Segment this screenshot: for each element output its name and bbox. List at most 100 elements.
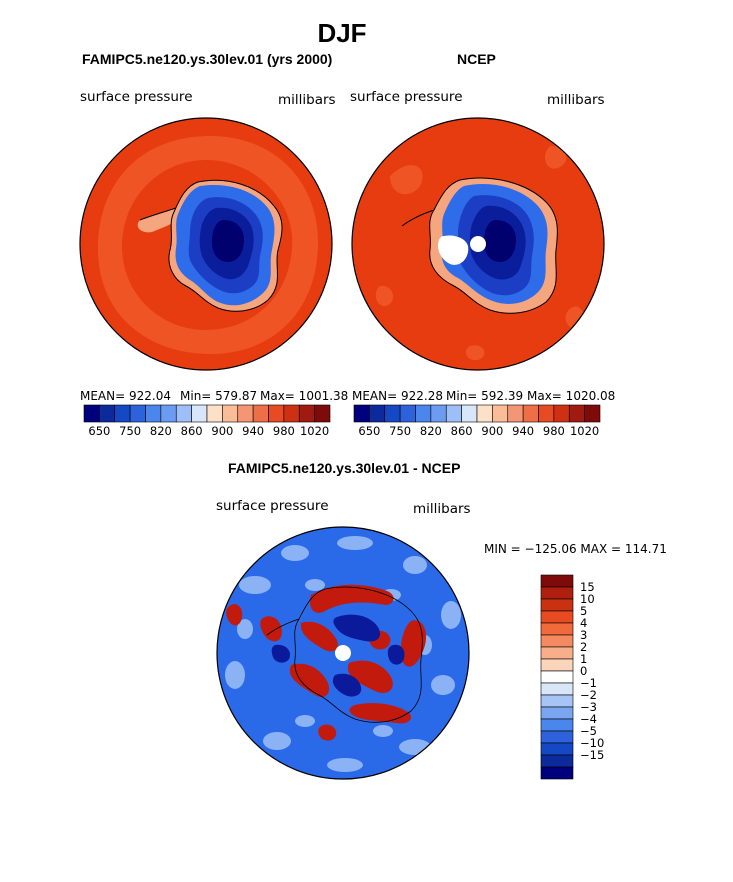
colorbar-swatch: [430, 404, 447, 423]
colorbar-swatch: [540, 646, 574, 660]
colorbar-swatch: [237, 404, 254, 423]
colorbar-swatch: [522, 404, 539, 423]
panel-2-mean: MEAN= 922.28: [352, 389, 443, 403]
panel-2-coastline: [401, 177, 558, 314]
panel-2-colorbar: [353, 404, 601, 423]
panel-3-polar-map: [216, 526, 470, 780]
colorbar-swatch: [476, 404, 493, 423]
panel-3-colorbar: [540, 574, 574, 780]
panel-2-masked-region: [438, 235, 469, 265]
colorbar-tick-label: 15: [580, 580, 595, 594]
panel-2-ice-core: [484, 220, 516, 262]
colorbar-swatch: [540, 718, 574, 732]
colorbar-tick-label: 1: [580, 652, 588, 666]
panel-1-units-label: millibars: [278, 92, 336, 108]
panel-3-minmax: MIN = −125.06 MAX = 114.71: [484, 542, 667, 556]
colorbar-swatch: [114, 404, 131, 423]
panel-1-variable-label: surface pressure: [80, 89, 193, 105]
panel-2-polar-map: [351, 117, 605, 371]
colorbar-swatch: [384, 404, 401, 423]
colorbar-tick-label: 980: [272, 424, 295, 438]
colorbar-tick-label: 900: [481, 424, 504, 438]
panel-3-light-blue-blobs: [225, 536, 461, 772]
colorbar-swatch: [160, 404, 177, 423]
colorbar-tick-label: 650: [88, 424, 111, 438]
colorbar-swatch: [129, 404, 146, 423]
colorbar-swatch: [461, 404, 478, 423]
colorbar-swatch: [399, 404, 416, 423]
colorbar-swatch: [584, 404, 601, 423]
colorbar-tick-label: 1020: [299, 424, 330, 438]
panel-1-title: FAMIPC5.ne120.ys.30lev.01 (yrs 2000): [82, 51, 333, 67]
panel-1-min: Min= 579.87: [180, 389, 258, 403]
colorbar-tick-label: 3: [580, 628, 588, 642]
colorbar-swatch: [568, 404, 585, 423]
colorbar-tick-label: 860: [450, 424, 473, 438]
colorbar-swatch: [540, 610, 574, 624]
colorbar-tick-label: −5: [580, 724, 597, 738]
colorbar-tick-label: 650: [358, 424, 381, 438]
colorbar-swatch: [540, 766, 574, 780]
panel-3-positive-anomalies: [226, 584, 427, 741]
colorbar-swatch: [540, 586, 574, 600]
colorbar-tick-label: −1: [580, 676, 597, 690]
panel-2-map-border: [351, 117, 605, 371]
panel-3-pole-hole: [335, 645, 351, 661]
colorbar-swatch: [540, 694, 574, 708]
colorbar-swatch: [222, 404, 239, 423]
panel-1-mean: MEAN= 922.04: [80, 389, 171, 403]
panel-1-ice-core: [212, 220, 244, 262]
panel-3-coastline: [266, 586, 423, 723]
colorbar-swatch: [540, 598, 574, 612]
colorbar-swatch: [314, 404, 331, 423]
colorbar-swatch: [507, 404, 524, 423]
colorbar-swatch: [492, 404, 509, 423]
colorbar-swatch: [252, 404, 269, 423]
colorbar-swatch: [540, 574, 574, 588]
panel-1-max: Max= 1001.38: [260, 389, 349, 403]
colorbar-swatch: [540, 706, 574, 720]
panel-2-units-label: millibars: [547, 92, 605, 108]
colorbar-tick-label: 900: [211, 424, 234, 438]
colorbar-tick-label: −4: [580, 712, 597, 726]
colorbar-swatch: [540, 730, 574, 744]
panel-3-units-label: millibars: [413, 501, 471, 517]
panel-2-title: NCEP: [457, 51, 496, 67]
colorbar-swatch: [369, 404, 386, 423]
colorbar-tick-label: 2: [580, 640, 588, 654]
colorbar-tick-label: 0: [580, 664, 588, 678]
panel-1-map-border: [79, 117, 333, 371]
colorbar-swatch: [540, 658, 574, 672]
colorbar-swatch: [445, 404, 462, 423]
panel-1-peninsula: [137, 208, 178, 233]
colorbar-swatch: [538, 404, 555, 423]
colorbar-tick-label: −10: [580, 736, 605, 750]
colorbar-swatch: [540, 742, 574, 756]
panel-3-title: FAMIPC5.ne120.ys.30lev.01 - NCEP: [228, 460, 461, 476]
panel-2-min: Min= 592.39: [446, 389, 524, 403]
colorbar-swatch: [553, 404, 570, 423]
colorbar-swatch: [540, 682, 574, 696]
colorbar-tick-label: −15: [580, 748, 605, 762]
colorbar-tick-label: −3: [580, 700, 597, 714]
colorbar-swatch: [540, 634, 574, 648]
colorbar-tick-label: −2: [580, 688, 597, 702]
colorbar-swatch: [353, 404, 370, 423]
colorbar-tick-label: 1020: [569, 424, 600, 438]
colorbar-tick-label: 4: [580, 616, 588, 630]
colorbar-swatch: [540, 754, 574, 768]
colorbar-swatch: [268, 404, 285, 423]
colorbar-tick-label: 980: [542, 424, 565, 438]
colorbar-tick-label: 940: [242, 424, 265, 438]
colorbar-tick-label: 750: [389, 424, 412, 438]
panel-3-map-border: [216, 526, 470, 780]
colorbar-swatch: [540, 622, 574, 636]
colorbar-swatch: [415, 404, 432, 423]
colorbar-swatch: [175, 404, 192, 423]
panel-2-pole-hole: [470, 236, 486, 252]
panel-1-colorbar: [83, 404, 331, 423]
colorbar-swatch: [145, 404, 162, 423]
colorbar-tick-label: 940: [512, 424, 535, 438]
colorbar-swatch: [99, 404, 116, 423]
panel-3-variable-label: surface pressure: [216, 498, 329, 514]
